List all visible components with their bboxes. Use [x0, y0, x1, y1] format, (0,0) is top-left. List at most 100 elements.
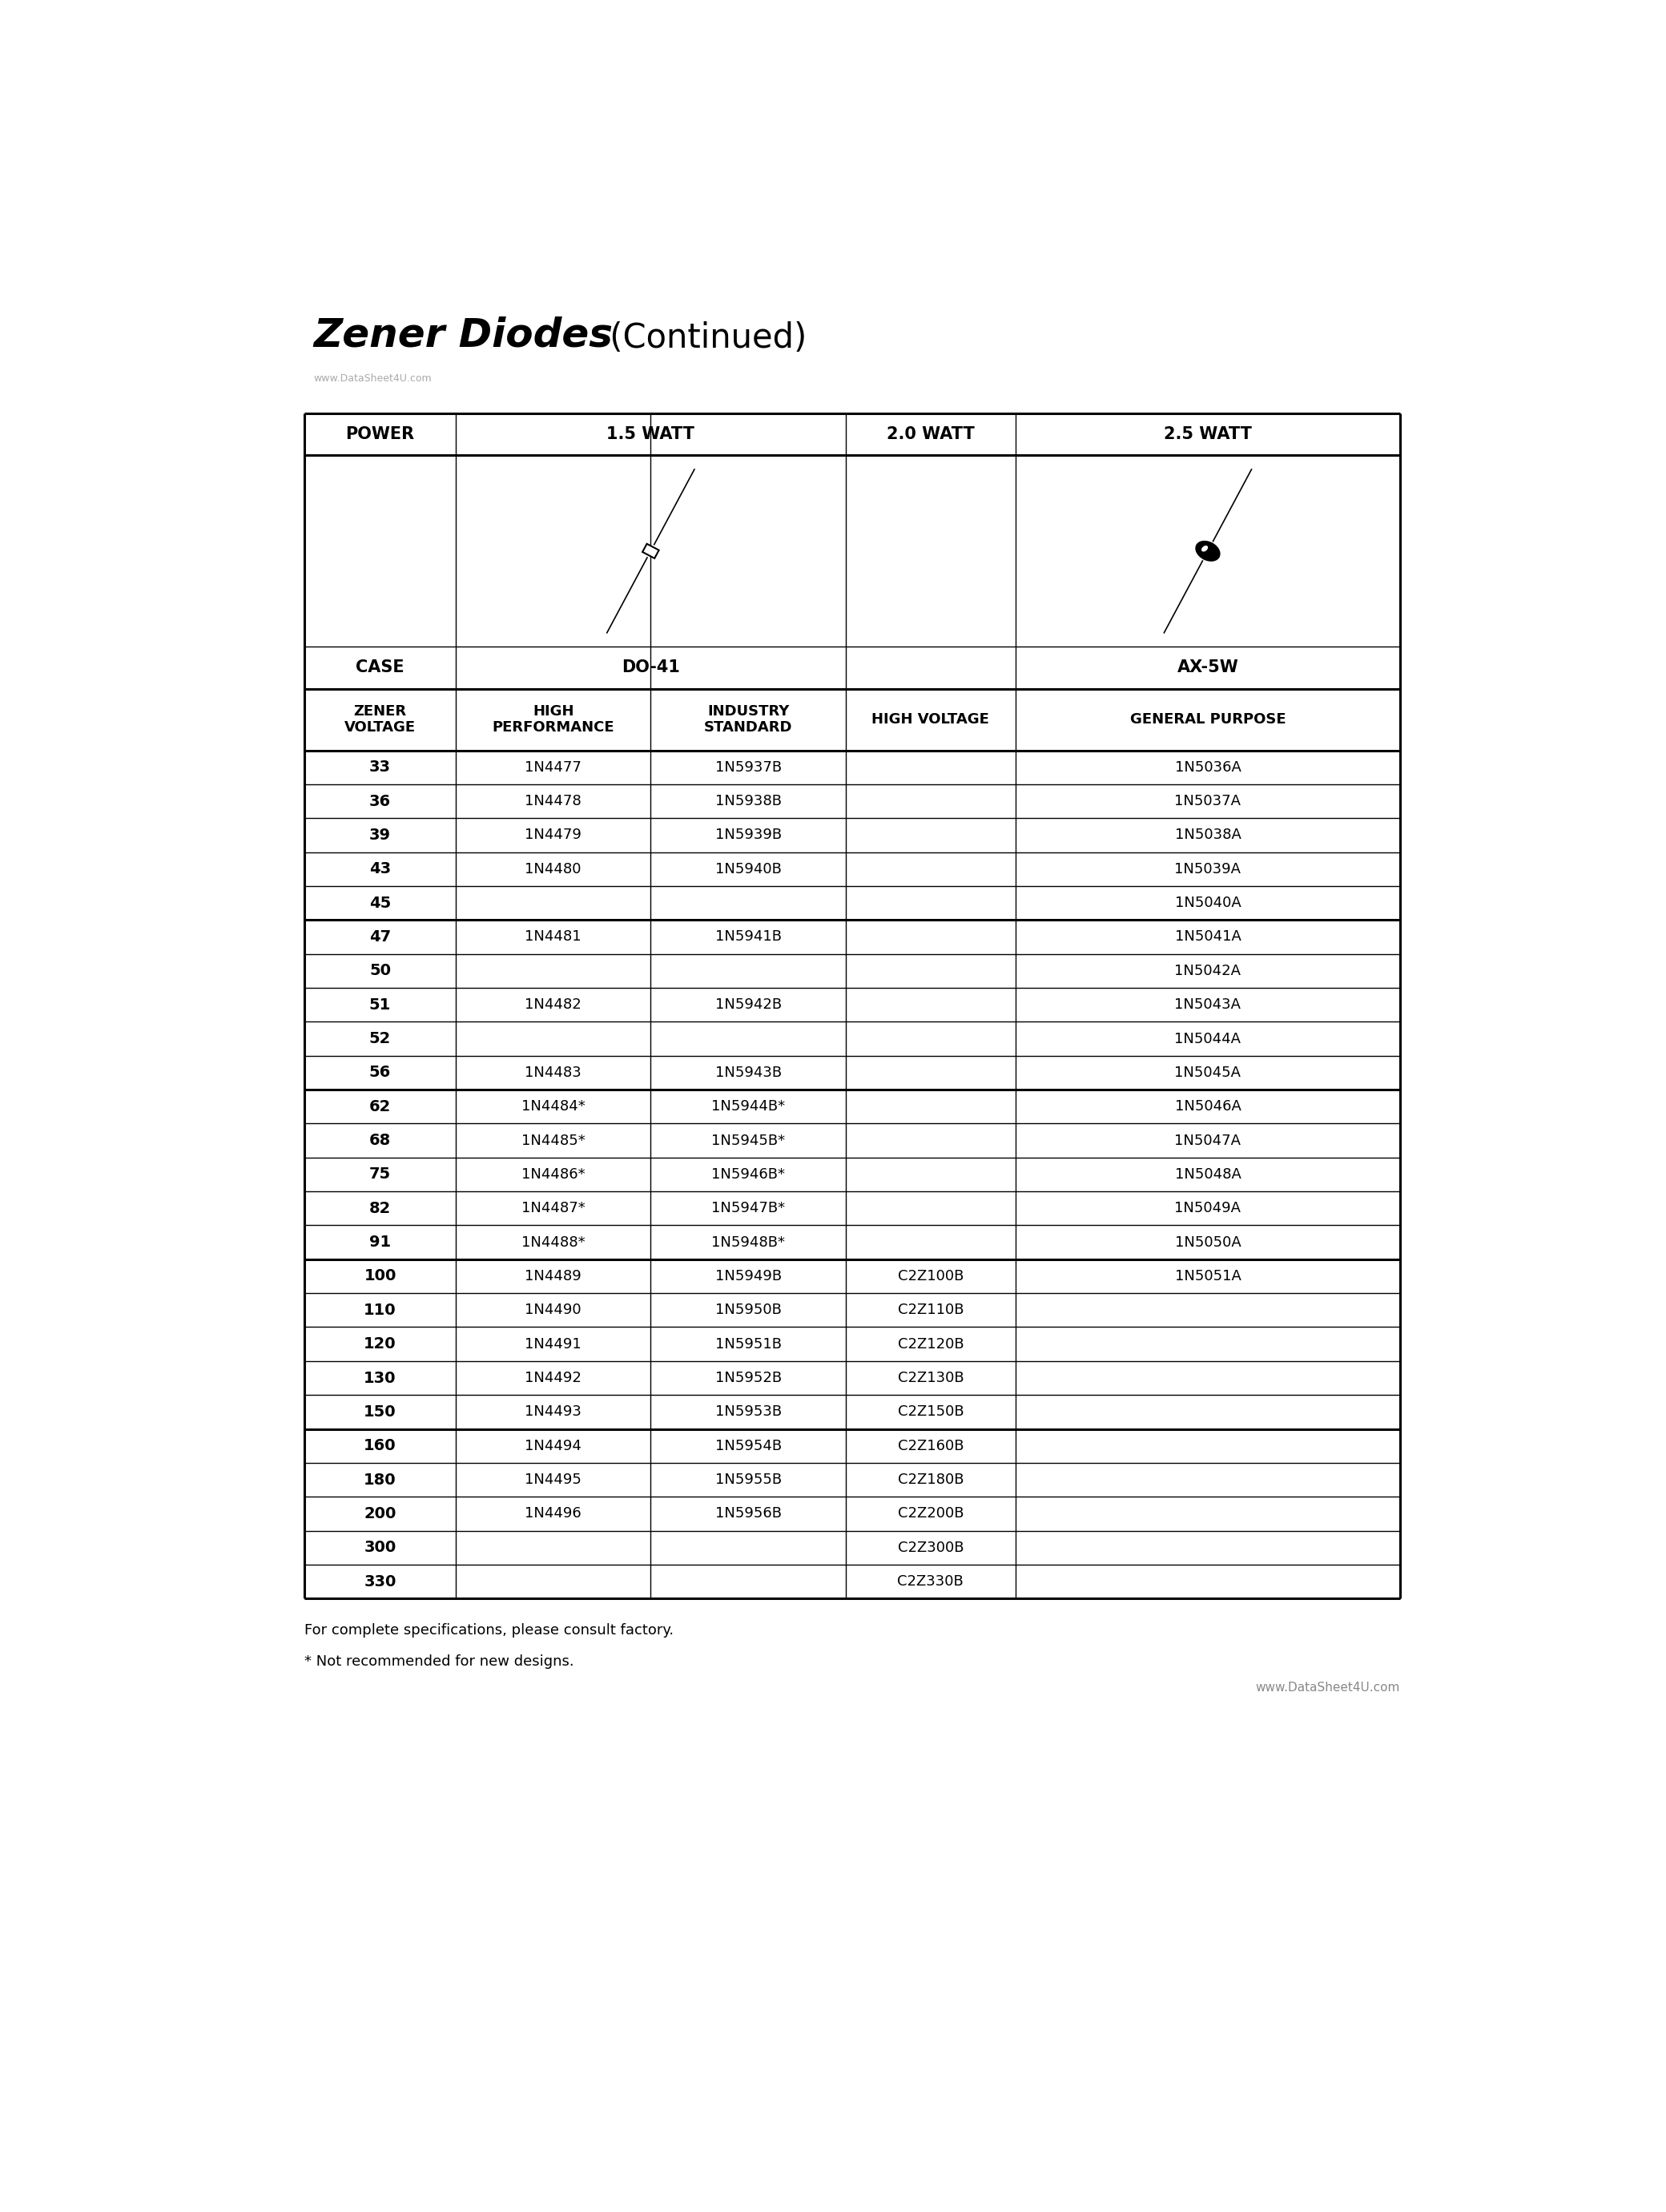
Text: 1N4485*: 1N4485* — [521, 1133, 585, 1148]
Text: DO-41: DO-41 — [621, 659, 680, 675]
Bar — [650, 456, 651, 646]
Text: 1N5037A: 1N5037A — [1175, 794, 1241, 807]
Text: 1N5938B: 1N5938B — [715, 794, 781, 807]
Text: 1N5944B*: 1N5944B* — [711, 1099, 785, 1115]
Text: 1N4487*: 1N4487* — [521, 1201, 585, 1217]
Text: 1N5038A: 1N5038A — [1175, 827, 1241, 843]
Text: 120: 120 — [363, 1336, 397, 1352]
Text: 45: 45 — [370, 896, 392, 911]
Text: 1N5952B: 1N5952B — [715, 1371, 781, 1385]
Text: 56: 56 — [370, 1064, 392, 1079]
Text: 75: 75 — [370, 1166, 392, 1181]
Text: 1N5045A: 1N5045A — [1175, 1066, 1241, 1079]
Text: 1N5040A: 1N5040A — [1175, 896, 1241, 909]
Text: 1N5954B: 1N5954B — [715, 1438, 781, 1453]
Text: 82: 82 — [370, 1201, 392, 1217]
Text: 1N4479: 1N4479 — [525, 827, 581, 843]
Text: 1N4484*: 1N4484* — [521, 1099, 585, 1115]
Text: 160: 160 — [363, 1438, 397, 1453]
Text: 1N4491: 1N4491 — [525, 1336, 581, 1352]
Text: 1N5951B: 1N5951B — [715, 1336, 781, 1352]
Text: 43: 43 — [370, 860, 392, 876]
Text: 1N4480: 1N4480 — [525, 863, 581, 876]
Text: www.DataSheet4U.com: www.DataSheet4U.com — [313, 374, 431, 385]
Text: 200: 200 — [363, 1506, 397, 1522]
Text: 1N4496: 1N4496 — [525, 1506, 581, 1522]
Text: CASE: CASE — [357, 659, 405, 675]
Text: 1.5 WATT: 1.5 WATT — [606, 427, 695, 442]
Text: C2Z300B: C2Z300B — [898, 1540, 963, 1555]
Text: For complete specifications, please consult factory.: For complete specifications, please cons… — [305, 1624, 673, 1637]
Text: 1N5051A: 1N5051A — [1175, 1270, 1241, 1283]
Text: 1N5946B*: 1N5946B* — [711, 1168, 785, 1181]
Text: 1N4482: 1N4482 — [525, 998, 581, 1013]
Text: INDUSTRY
STANDARD: INDUSTRY STANDARD — [705, 703, 793, 734]
Text: 1N4477: 1N4477 — [525, 761, 581, 774]
Text: 1N5941B: 1N5941B — [715, 929, 781, 945]
Text: POWER: POWER — [345, 427, 415, 442]
Text: 2.0 WATT: 2.0 WATT — [886, 427, 975, 442]
Ellipse shape — [1201, 546, 1208, 551]
Text: C2Z100B: C2Z100B — [898, 1270, 963, 1283]
Text: 1N5050A: 1N5050A — [1175, 1234, 1241, 1250]
Text: 1N4478: 1N4478 — [525, 794, 581, 807]
Text: 1N4490: 1N4490 — [525, 1303, 581, 1318]
Text: 50: 50 — [370, 962, 392, 978]
Text: 1N5948B*: 1N5948B* — [711, 1234, 785, 1250]
Text: 1N5949B: 1N5949B — [715, 1270, 781, 1283]
Text: C2Z120B: C2Z120B — [898, 1336, 963, 1352]
Text: 47: 47 — [370, 929, 392, 945]
Text: 1N5044A: 1N5044A — [1175, 1031, 1241, 1046]
Text: 2.5 WATT: 2.5 WATT — [1165, 427, 1251, 442]
Text: 100: 100 — [363, 1270, 397, 1283]
Text: C2Z130B: C2Z130B — [898, 1371, 963, 1385]
Text: * Not recommended for new designs.: * Not recommended for new designs. — [305, 1655, 575, 1668]
FancyBboxPatch shape — [643, 544, 658, 557]
Text: 1N5956B: 1N5956B — [715, 1506, 781, 1522]
Text: 1N5036A: 1N5036A — [1175, 761, 1241, 774]
Text: 130: 130 — [363, 1371, 397, 1385]
Text: 1N4494: 1N4494 — [525, 1438, 581, 1453]
Text: 62: 62 — [370, 1099, 392, 1115]
Text: HIGH VOLTAGE: HIGH VOLTAGE — [871, 712, 990, 728]
Text: C2Z110B: C2Z110B — [898, 1303, 963, 1318]
Text: 1N5942B: 1N5942B — [715, 998, 781, 1013]
Ellipse shape — [1196, 542, 1220, 560]
Text: 1N5039A: 1N5039A — [1175, 863, 1241, 876]
Text: 1N4483: 1N4483 — [525, 1066, 581, 1079]
Text: 1N5048A: 1N5048A — [1175, 1168, 1241, 1181]
Text: 1N4495: 1N4495 — [525, 1473, 581, 1486]
Text: C2Z330B: C2Z330B — [898, 1575, 963, 1588]
Text: 1N5937B: 1N5937B — [715, 761, 781, 774]
Text: 52: 52 — [370, 1031, 392, 1046]
Text: 1N5947B*: 1N5947B* — [711, 1201, 785, 1217]
Text: 51: 51 — [370, 998, 392, 1013]
Text: C2Z200B: C2Z200B — [898, 1506, 963, 1522]
Text: 1N5046A: 1N5046A — [1175, 1099, 1241, 1115]
Text: AX-5W: AX-5W — [1178, 659, 1238, 675]
Text: 1N5945B*: 1N5945B* — [711, 1133, 785, 1148]
Text: 180: 180 — [363, 1473, 397, 1486]
Text: 1N5953B: 1N5953B — [715, 1405, 781, 1420]
Text: 1N5049A: 1N5049A — [1175, 1201, 1241, 1217]
Text: 1N5041A: 1N5041A — [1175, 929, 1241, 945]
Text: 1N5950B: 1N5950B — [715, 1303, 781, 1318]
Text: ZENER
VOLTAGE: ZENER VOLTAGE — [345, 703, 416, 734]
Text: 39: 39 — [370, 827, 392, 843]
Text: 330: 330 — [363, 1575, 397, 1588]
Text: 1N5047A: 1N5047A — [1175, 1133, 1241, 1148]
Text: HIGH
PERFORMANCE: HIGH PERFORMANCE — [491, 703, 615, 734]
Text: 1N5043A: 1N5043A — [1175, 998, 1241, 1013]
Text: 300: 300 — [363, 1540, 397, 1555]
Text: 1N4486*: 1N4486* — [521, 1168, 585, 1181]
Text: 1N4481: 1N4481 — [525, 929, 581, 945]
Text: 91: 91 — [370, 1234, 392, 1250]
Text: 1N4492: 1N4492 — [525, 1371, 581, 1385]
Text: C2Z160B: C2Z160B — [898, 1438, 963, 1453]
Text: 150: 150 — [363, 1405, 397, 1420]
Text: 1N4493: 1N4493 — [525, 1405, 581, 1420]
Text: 110: 110 — [363, 1303, 397, 1318]
Text: Zener Diodes: Zener Diodes — [313, 316, 613, 354]
Text: 1N5042A: 1N5042A — [1175, 964, 1241, 978]
Bar — [650, 414, 651, 456]
